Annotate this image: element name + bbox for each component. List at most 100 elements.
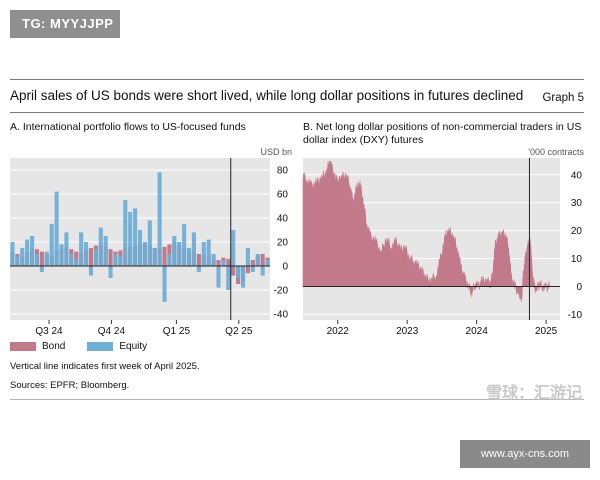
panel-b-ytick-3: 10	[571, 254, 583, 265]
panel-a-bar-equity-52	[265, 260, 270, 266]
panel-b-ytick-0: 40	[571, 170, 583, 181]
top-rule	[10, 79, 584, 80]
panel-a-bar-equity-50	[255, 254, 260, 266]
legend-swatch-bond	[10, 342, 36, 351]
panel-b-xtick-1: 2023	[396, 326, 419, 337]
panel-a-bar-equity-10	[59, 244, 64, 266]
panel-b-ytick-1: 30	[571, 198, 583, 209]
panel-a-bar-equity-17	[93, 249, 98, 266]
panel-a-bar-bond-13	[74, 251, 79, 266]
panel-a-bar-bond-45	[231, 266, 236, 276]
headline-rule	[10, 112, 584, 113]
panel-a-bar-equity-28	[147, 220, 152, 266]
panel-a-bar-equity-37	[191, 232, 197, 266]
watermark: 雪球：汇游记	[485, 385, 582, 402]
panel-a-bar-equity-1	[15, 256, 20, 266]
panel-a-bar-equity-34	[177, 242, 182, 266]
panel-a-bar-equity-47	[240, 266, 246, 288]
panel-a-bar-equity-31	[162, 266, 167, 302]
panel-a-bar-equity-5	[34, 254, 40, 266]
panel-a-bar-equity-9	[54, 191, 59, 266]
panel-a-bar-equity-48	[245, 248, 250, 266]
panel-a-bar-equity-3	[25, 239, 30, 266]
tag-badge: TG: MYYJJPP	[10, 10, 120, 38]
panel-a-ytick-0: 80	[277, 166, 289, 177]
footnote: Vertical line indicates first week of Ap…	[10, 361, 200, 372]
panel-a-bar-equity-33	[172, 236, 177, 266]
panel-a-bar-equity-43	[221, 260, 226, 266]
panel-a-bar-bond-51	[260, 254, 265, 266]
panel-a-bar-equity-7	[44, 251, 49, 266]
graph-number: Graph 5	[542, 92, 584, 104]
panel-a-xtick-0: Q3 24	[35, 326, 63, 337]
panel-b-ytick-2: 20	[571, 226, 583, 237]
panel-a-bar-equity-2	[20, 248, 25, 266]
panel-a-bar-equity-15	[83, 242, 89, 266]
panel-a-bar-equity-30	[157, 172, 162, 266]
panel-b-xtick-0: 2022	[327, 326, 350, 337]
panel-a-bar-equity-18	[98, 227, 103, 266]
panel-b-ytick-5: -10	[568, 310, 583, 321]
panel-a-bar-equity-39	[201, 242, 206, 266]
panel-a-bar-equity-6	[39, 266, 44, 272]
panel-a-bar-equity-24	[128, 212, 133, 266]
panel-a-bar-equity-51	[260, 266, 265, 276]
panel-a-xtick-2: Q1 25	[163, 326, 191, 337]
legend-item-bond: Bond	[10, 341, 65, 352]
panel-b-title: B. Net long dollar positions of non-comm…	[303, 121, 582, 146]
panel-a-bar-equity-12	[69, 254, 74, 266]
panel-a-bar-equity-4	[30, 236, 35, 266]
panel-a-bar-equity-27	[142, 242, 147, 266]
panel-a-xtick-3: Q2 25	[225, 326, 253, 337]
panel-a-bar-equity-35	[182, 224, 187, 266]
panel-a-bar-bond-49	[250, 260, 255, 266]
panel-a-bar-equity-8	[49, 224, 54, 266]
panel-a-bar-bond-16	[88, 248, 93, 266]
panel-a-bar-equity-45	[231, 230, 236, 266]
panel-a-bar-equity-22	[118, 256, 123, 266]
panel-a-bar-equity-13	[74, 260, 79, 266]
legend-item-equity: Equity	[87, 341, 147, 352]
panel-a-bar-equity-26	[137, 230, 143, 266]
panel-a-bar-bond-38	[196, 254, 201, 266]
panel-a-bar-equity-49	[250, 266, 255, 272]
panel-a-bar-bond-6	[39, 251, 44, 266]
panel-a-ytick-6: -40	[274, 310, 289, 321]
panel-a-bar-bond-42	[216, 260, 221, 266]
panel-a-unit: USD bn	[260, 147, 292, 157]
panel-a-bar-equity-21	[113, 254, 118, 266]
panel-b-unit: '000 contracts	[528, 147, 584, 157]
panel-a-bar-equity-11	[64, 232, 69, 266]
panel-a-bar-equity-42	[216, 266, 221, 288]
bottom-rule	[10, 399, 584, 400]
panel-a-bar-equity-0	[10, 242, 15, 266]
panel-a-bar-bond-44	[226, 258, 231, 266]
panel-a-ytick-2: 40	[277, 214, 289, 225]
panel-a-bar-equity-16	[88, 266, 93, 276]
panel-a-ytick-5: -20	[274, 286, 289, 297]
graph-headline: April sales of US bonds were short lived…	[10, 88, 524, 103]
legend-swatch-equity	[87, 342, 114, 351]
panel-a-xtick-1: Q4 24	[98, 326, 126, 337]
url-badge: www.ayx-cns.com	[460, 440, 590, 468]
panel-a-bar-bond-20	[108, 249, 113, 266]
panel-a-bar-bond-31	[162, 246, 167, 266]
panel-a-bar-equity-36	[187, 248, 192, 266]
panel-a-bar-equity-29	[152, 248, 157, 266]
panel-b-area-series	[302, 160, 550, 303]
panel-a-ytick-1: 60	[277, 190, 289, 201]
panel-a-bar-equity-19	[103, 236, 108, 266]
panel-b-xtick-2: 2024	[466, 326, 489, 337]
panel-a-bar-equity-44	[226, 266, 231, 290]
panel-a-title: A. International portfolio flows to US-f…	[10, 121, 246, 133]
panel-a-bar-equity-41	[211, 254, 216, 266]
panel-a-bar-bond-48	[245, 266, 250, 274]
panel-a-bar-equity-46	[236, 266, 241, 278]
panel-a-bar-equity-23	[123, 200, 128, 266]
panel-b-xtick-3: 2025	[535, 326, 558, 337]
legend-label-equity: Equity	[119, 341, 148, 352]
legend: Bond Equity	[10, 341, 169, 352]
panel-a-ytick-3: 20	[277, 238, 289, 249]
panel-a-bar-equity-14	[79, 232, 84, 266]
panel-b-ytick-4: 0	[576, 282, 582, 293]
